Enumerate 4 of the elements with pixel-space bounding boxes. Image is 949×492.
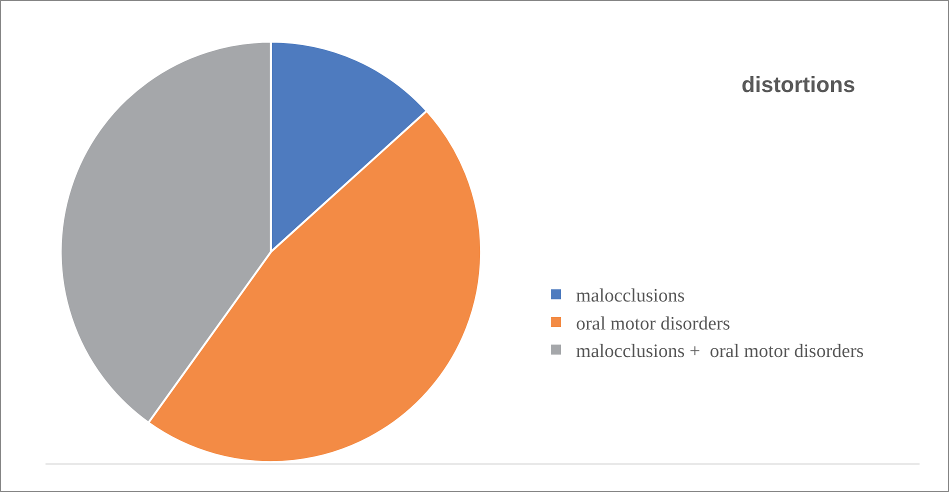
legend-label: oral motor disorders	[576, 313, 730, 334]
text: distortions	[742, 72, 856, 97]
legend-label: malocclusions + oral motor disorders	[576, 341, 864, 362]
legend-label: malocclusions	[576, 286, 685, 307]
